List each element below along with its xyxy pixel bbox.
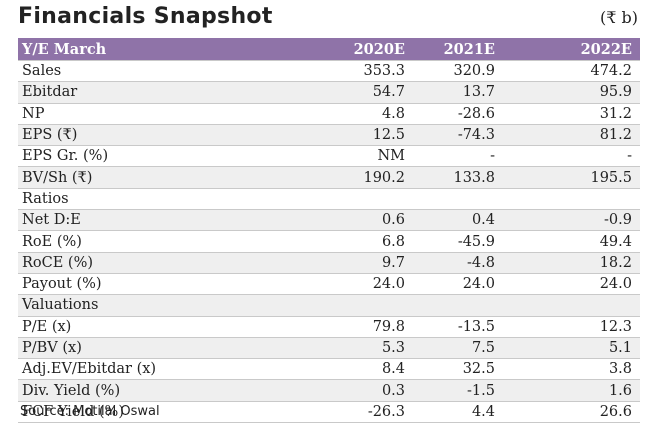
row-label: Adj.EV/Ebitdar (x) <box>18 358 228 381</box>
data-row: EPS (₹) 12.5 -74.3 81.2 <box>18 124 640 147</box>
section-row: Ratios <box>18 188 640 211</box>
row-label: P/BV (x) <box>18 337 228 360</box>
column-header: 2020E <box>228 38 413 61</box>
data-row: FCF Yield (%) -26.3 4.4 26.6 <box>18 401 640 424</box>
data-row: RoCE (%) 9.7 -4.8 18.2 <box>18 252 640 274</box>
cell-value: 54.7 <box>228 81 413 104</box>
row-label: Payout (%) <box>18 273 228 296</box>
cell-value: -28.6 <box>413 103 503 125</box>
data-row: Net D:E 0.6 0.4 -0.9 <box>18 209 640 232</box>
cell-value: 79.8 <box>228 316 413 338</box>
row-label: Valuations <box>18 294 640 317</box>
unit-label: (₹ b) <box>600 8 638 27</box>
financials-table: Y/E March 2020E 2021E 2022E Sales 353.3 320.9… <box>18 38 640 424</box>
data-row: BV/Sh (₹) 190.2 133.8 195.5 <box>18 166 640 189</box>
column-header: 2021E <box>413 38 503 61</box>
row-label: P/E (x) <box>18 316 228 338</box>
cell-value: 6.8 <box>228 230 413 253</box>
cell-value: 7.5 <box>413 337 503 360</box>
cell-value: -74.3 <box>413 124 503 147</box>
cell-value: 18.2 <box>503 252 640 274</box>
cell-value: 320.9 <box>413 60 503 83</box>
source-note: Source: Motilal Oswal <box>20 404 160 419</box>
cell-value: 95.9 <box>503 81 640 104</box>
row-label: Net D:E <box>18 209 228 232</box>
data-row: Payout (%) 24.0 24.0 24.0 <box>18 273 640 296</box>
column-header: Y/E March <box>18 38 228 61</box>
cell-value: 5.3 <box>228 337 413 360</box>
cell-value: -26.3 <box>228 401 413 424</box>
table-body: Sales 353.3 320.9 474.2 Ebitdar 54.7 13.7 95.9 N… <box>18 60 640 424</box>
cell-value: 4.4 <box>413 401 503 424</box>
cell-value: 8.4 <box>228 358 413 381</box>
data-row: NP 4.8 -28.6 31.2 <box>18 103 640 125</box>
cell-value: 353.3 <box>228 60 413 83</box>
row-label: Ratios <box>18 188 640 211</box>
header-row: Y/E March 2020E 2021E 2022E <box>18 38 640 61</box>
row-label: BV/Sh (₹) <box>18 166 228 189</box>
data-row: P/BV (x) 5.3 7.5 5.1 <box>18 337 640 360</box>
data-row: Adj.EV/Ebitdar (x) 8.4 32.5 3.8 <box>18 358 640 381</box>
row-label: Sales <box>18 60 228 83</box>
data-row: Ebitdar 54.7 13.7 95.9 <box>18 81 640 104</box>
cell-value: 24.0 <box>503 273 640 296</box>
cell-value: 3.8 <box>503 358 640 381</box>
cell-value: 12.5 <box>228 124 413 147</box>
cell-value: 0.4 <box>413 209 503 232</box>
cell-value: NM <box>228 145 413 168</box>
cell-value: 0.6 <box>228 209 413 232</box>
cell-value: 133.8 <box>413 166 503 189</box>
cell-value: 24.0 <box>413 273 503 296</box>
data-row: EPS Gr. (%) NM - - <box>18 145 640 168</box>
row-label: EPS (₹) <box>18 124 228 147</box>
row-label: RoCE (%) <box>18 252 228 274</box>
data-row: P/E (x) 79.8 -13.5 12.3 <box>18 316 640 338</box>
cell-value: 0.3 <box>228 379 413 402</box>
cell-value: 1.6 <box>503 379 640 402</box>
data-row: Div. Yield (%) 0.3 -1.5 1.6 <box>18 379 640 402</box>
cell-value: -45.9 <box>413 230 503 253</box>
cell-value: 190.2 <box>228 166 413 189</box>
cell-value: 13.7 <box>413 81 503 104</box>
cell-value: - <box>503 145 640 168</box>
title: Financials Snapshot <box>18 4 273 29</box>
cell-value: 12.3 <box>503 316 640 338</box>
cell-value: 4.8 <box>228 103 413 125</box>
row-label: FCF Yield (%) <box>18 401 228 424</box>
row-label: Ebitdar <box>18 81 228 104</box>
data-row: RoE (%) 6.8 -45.9 49.4 <box>18 230 640 253</box>
cell-value: - <box>413 145 503 168</box>
cell-value: 474.2 <box>503 60 640 83</box>
cell-value: -13.5 <box>413 316 503 338</box>
cell-value: -1.5 <box>413 379 503 402</box>
section-row: Valuations <box>18 294 640 317</box>
cell-value: 5.1 <box>503 337 640 360</box>
row-label: Div. Yield (%) <box>18 379 228 402</box>
cell-value: 32.5 <box>413 358 503 381</box>
cell-value: 24.0 <box>228 273 413 296</box>
row-label: RoE (%) <box>18 230 228 253</box>
cell-value: -0.9 <box>503 209 640 232</box>
data-row: Sales 353.3 320.9 474.2 <box>18 60 640 83</box>
cell-value: -4.8 <box>413 252 503 274</box>
cell-value: 81.2 <box>503 124 640 147</box>
cell-value: 9.7 <box>228 252 413 274</box>
cell-value: 49.4 <box>503 230 640 253</box>
cell-value: 195.5 <box>503 166 640 189</box>
cell-value: 26.6 <box>503 401 640 424</box>
cell-value: 31.2 <box>503 103 640 125</box>
row-label: EPS Gr. (%) <box>18 145 228 168</box>
column-header: 2022E <box>503 38 640 61</box>
row-label: NP <box>18 103 228 125</box>
